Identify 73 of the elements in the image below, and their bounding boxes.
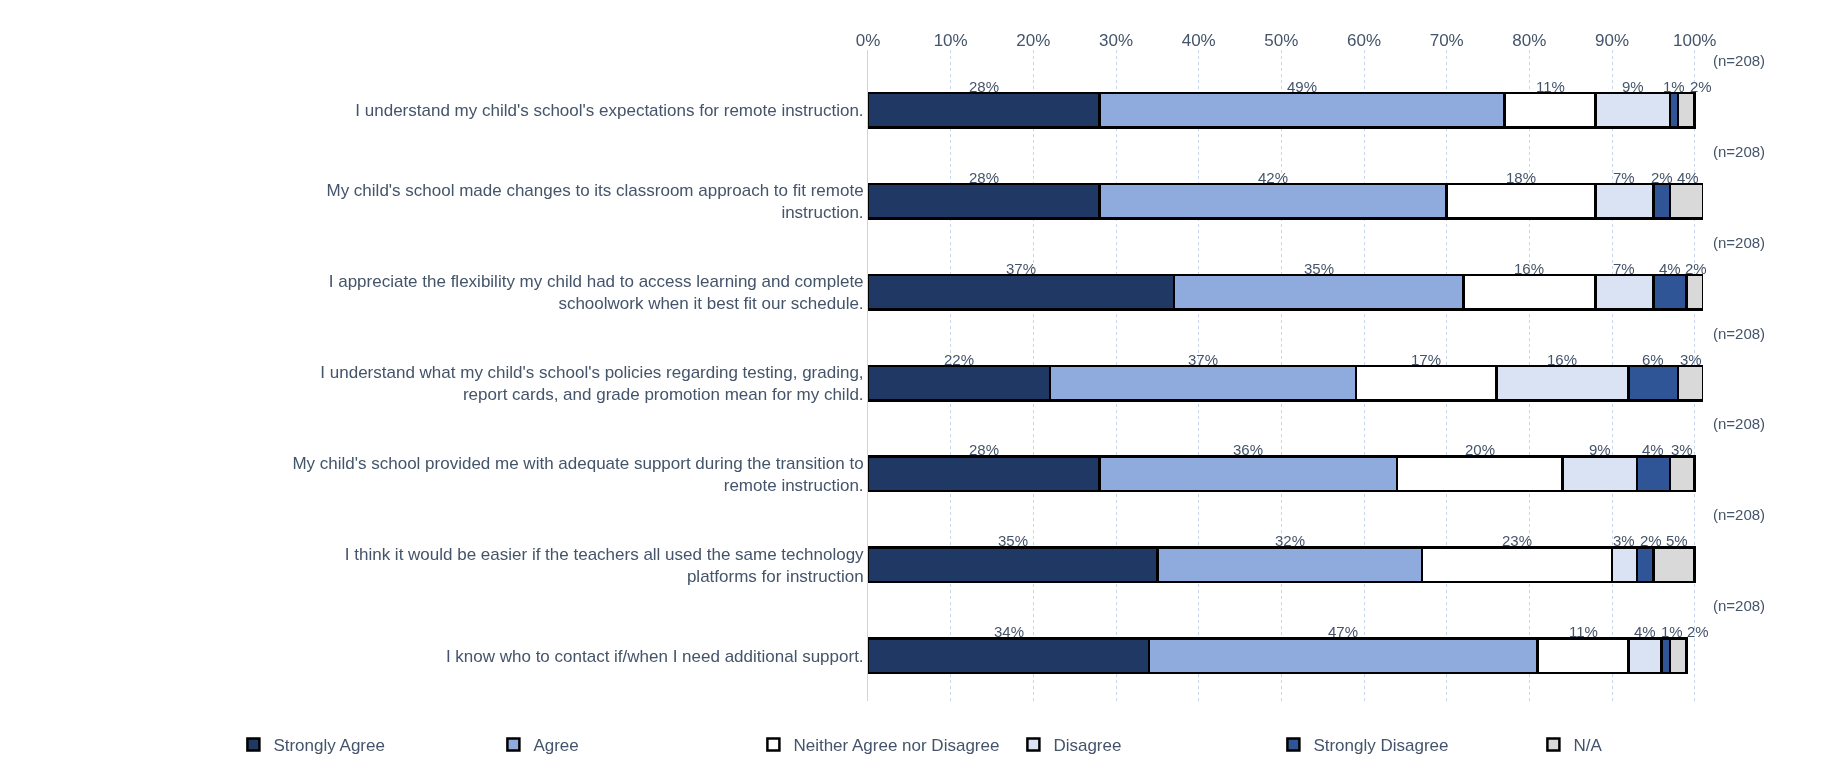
- x-tick-label: 60%: [1347, 30, 1382, 50]
- y-tick-label: My child's school provided me with adequate support during the transition to remote instruction.: [292, 453, 864, 495]
- data-label: 37%: [1006, 260, 1037, 277]
- data-label: 35%: [998, 532, 1029, 549]
- text: (n=208): [1713, 234, 1766, 251]
- data-label: 20%: [1465, 441, 1496, 458]
- legend-label: Strongly Disagree: [1313, 736, 1449, 756]
- data-label: 4%: [1677, 169, 1699, 186]
- data-label: 42%: [1258, 169, 1289, 186]
- x-tick-label: 10%: [933, 30, 968, 50]
- legend-label: Disagree: [1053, 736, 1122, 756]
- data-label: 34%: [994, 623, 1025, 640]
- data-label: 16%: [1547, 351, 1578, 368]
- y-tick-label: I appreciate the flexibility my child had to access learning and complete schoolwork when it best fit our schedule.: [328, 272, 864, 314]
- data-label: 36%: [1233, 441, 1264, 458]
- data-label: 28%: [969, 169, 1000, 186]
- data-label: 35%: [1304, 260, 1335, 277]
- data-label: 9%: [1589, 441, 1611, 458]
- data-label: 28%: [969, 78, 1000, 95]
- legend-label: N/A: [1573, 736, 1603, 756]
- data-label: 18%: [1506, 169, 1537, 186]
- x-tick-label: 100%: [1672, 30, 1717, 50]
- x-tick-label: 40%: [1181, 30, 1216, 50]
- text: (n=208): [1713, 325, 1766, 342]
- legend-label: Strongly Agree: [273, 736, 385, 756]
- x-tick-label: 90%: [1595, 30, 1630, 50]
- x-tick-label: 20%: [1016, 30, 1051, 50]
- data-label: 7%: [1613, 260, 1635, 277]
- x-tick-label: 70%: [1429, 30, 1464, 50]
- data-label: 32%: [1275, 532, 1306, 549]
- data-label: 2%: [1687, 623, 1709, 640]
- data-label: 4%: [1659, 260, 1681, 277]
- data-label: 11%: [1536, 78, 1565, 95]
- data-label: 49%: [1287, 78, 1318, 95]
- text: (n=208): [1713, 52, 1766, 69]
- y-tick-label: I think it would be easier if the teachers all used the same technology platforms for instruction: [344, 544, 865, 586]
- y-tick-label: I understand my child's school's expectations for remote instruction.: [355, 101, 864, 121]
- data-label: 2%: [1685, 260, 1707, 277]
- data-label: 3%: [1680, 351, 1702, 368]
- x-tick-label: 50%: [1264, 30, 1299, 50]
- data-label: 9%: [1622, 78, 1644, 95]
- data-label: 2%: [1640, 532, 1662, 549]
- x-tick-label: 80%: [1512, 30, 1547, 50]
- legend-label: Agree: [533, 736, 579, 756]
- data-label: 2%: [1651, 169, 1673, 186]
- y-tick-label: I understand what my child's school's policies regarding testing, grading, report cards, and grade promotion mean for my child.: [320, 362, 864, 405]
- data-label: 2%: [1690, 78, 1712, 95]
- data-label: 6%: [1642, 351, 1664, 368]
- data-label: 16%: [1514, 260, 1545, 277]
- y-tick-label: I know who to contact if/when I need additional support.: [445, 646, 864, 666]
- data-label: 37%: [1188, 351, 1219, 368]
- data-label: 4%: [1642, 441, 1664, 458]
- data-label: 3%: [1613, 532, 1635, 549]
- data-label: 28%: [969, 441, 1000, 458]
- data-label: 1%: [1661, 623, 1683, 640]
- data-label: 47%: [1328, 623, 1359, 640]
- data-label: 3%: [1671, 441, 1693, 458]
- x-tick-label: 0%: [855, 30, 881, 50]
- text: (n=208): [1713, 415, 1766, 432]
- data-label: 7%: [1613, 169, 1635, 186]
- data-label: 23%: [1502, 532, 1533, 549]
- y-tick-label: My child's school made changes to its classroom approach to fit remote instruction.: [326, 181, 864, 223]
- text: (n=208): [1713, 506, 1766, 523]
- legend-label: Neither Agree nor Disagree: [793, 736, 1000, 756]
- text: (n=208): [1713, 597, 1766, 614]
- data-label: 5%: [1666, 532, 1688, 549]
- data-label: 1%: [1663, 78, 1685, 95]
- data-label: 17%: [1411, 351, 1442, 368]
- text: (n=208): [1713, 143, 1766, 160]
- x-tick-label: 30%: [1099, 30, 1134, 50]
- data-label: 22%: [944, 351, 975, 368]
- data-label: 11%: [1569, 623, 1598, 640]
- data-label: 4%: [1634, 623, 1656, 640]
